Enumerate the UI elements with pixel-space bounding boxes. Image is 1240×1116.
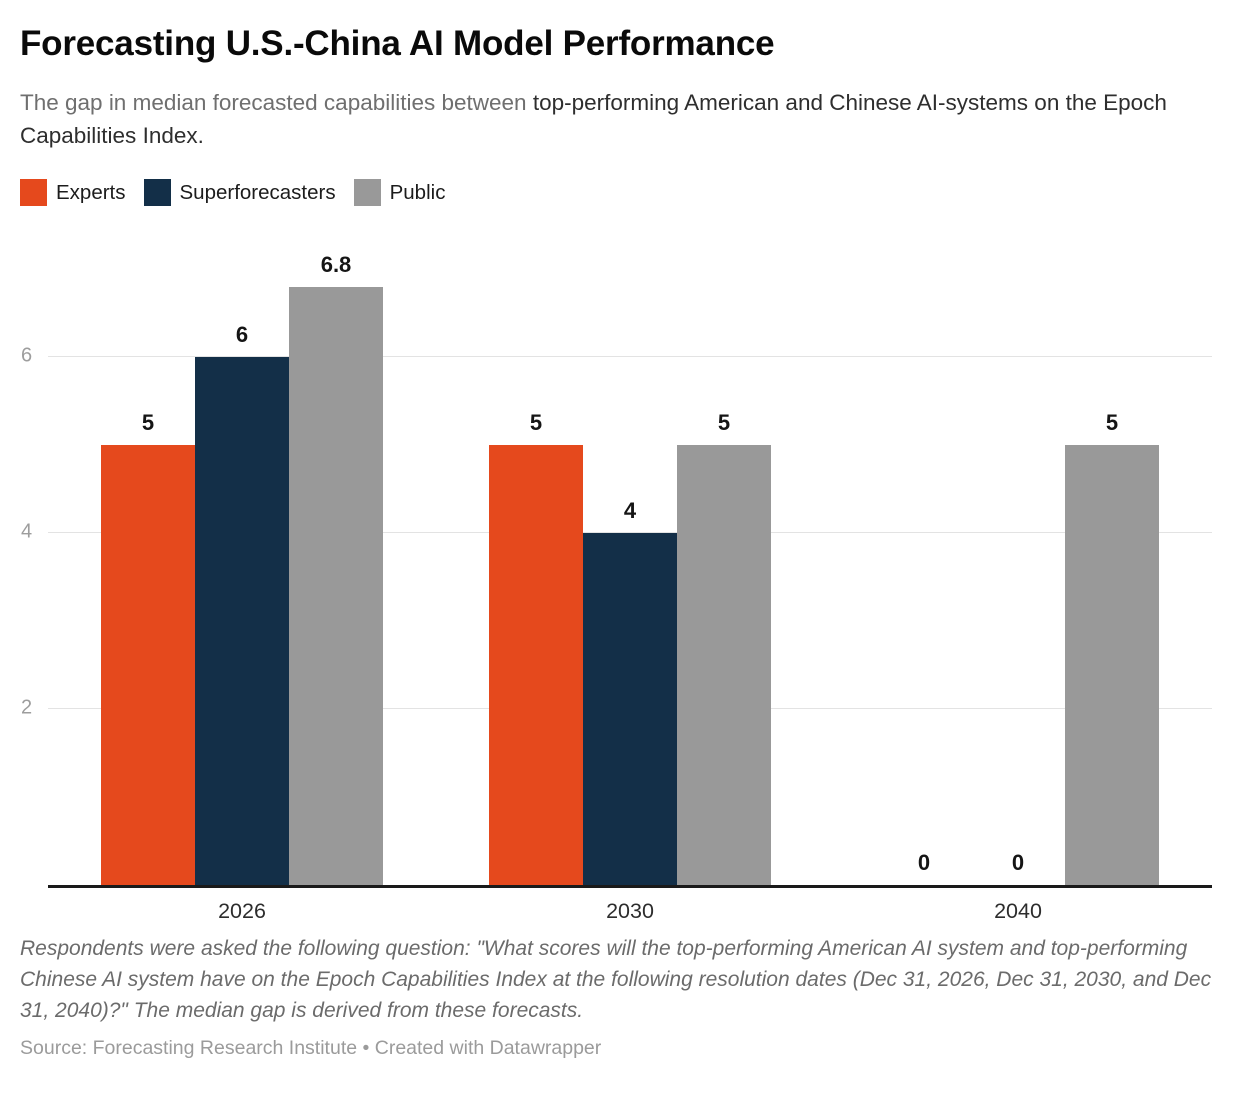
bar-value-label-superforecasters-2040: 0 bbox=[1011, 850, 1025, 876]
bar-public-2040 bbox=[1065, 445, 1159, 886]
legend-item-public: Public bbox=[353, 179, 446, 207]
legend-swatch-public bbox=[353, 179, 381, 207]
footnote: Respondents were asked the following que… bbox=[20, 937, 1212, 1023]
legend-label-superforecasters: Superforecasters bbox=[179, 180, 336, 204]
gridline-y-6: 6 bbox=[21, 345, 1212, 367]
bar-value-label-experts-2040: 0 bbox=[917, 850, 931, 876]
bar-public-2030 bbox=[677, 445, 771, 886]
bar-superforecasters-2026 bbox=[195, 357, 289, 886]
legend-item-superforecasters: Superforecasters bbox=[143, 179, 336, 207]
y-axis-tick-label: 4 bbox=[21, 520, 33, 543]
x-axis-label-2040: 2040 bbox=[994, 899, 1042, 924]
subtitle-emphasis-text: top-performing American and Chinese AI-s… bbox=[20, 90, 1167, 149]
bar-value-label-superforecasters-2026: 6 bbox=[235, 322, 249, 348]
legend-item-experts: Experts bbox=[20, 179, 126, 207]
bar-experts-2030 bbox=[489, 445, 583, 886]
bar-superforecasters-2030 bbox=[583, 533, 677, 886]
bar-experts-2026 bbox=[101, 445, 195, 886]
chart-area: 2 4 6 5 6 6.8 2026 5 4 5 2030 0 0 5 2040 bbox=[21, 246, 1212, 923]
bar-value-label-public-2026: 6.8 bbox=[320, 251, 352, 277]
bar-value-label-public-2040: 5 bbox=[1105, 410, 1119, 436]
legend-swatch-experts bbox=[20, 179, 47, 207]
chart-subtitle: The gap in median forecasted capabilitie… bbox=[20, 86, 1220, 152]
bar-value-label-experts-2026: 5 bbox=[141, 410, 155, 436]
plot-area: 2 4 6 5 6 6.8 2026 5 4 5 2030 0 0 5 2040 bbox=[21, 246, 1212, 923]
source-line: Source: Forecasting Research Institute •… bbox=[20, 1037, 602, 1060]
chart-title: Forecasting U.S.-China AI Model Performa… bbox=[20, 24, 775, 63]
bar-value-label-experts-2030: 5 bbox=[529, 410, 543, 436]
subtitle-normal-text: The gap in median forecasted capabilitie… bbox=[20, 90, 533, 116]
legend-swatch-superforecasters bbox=[143, 179, 171, 207]
y-axis-tick-label: 2 bbox=[21, 696, 33, 719]
gridline-y-4: 4 bbox=[21, 521, 1212, 543]
legend-label-experts: Experts bbox=[56, 180, 126, 204]
legend-label-public: Public bbox=[389, 180, 446, 204]
bar-value-label-public-2030: 5 bbox=[717, 410, 731, 436]
bar-value-label-superforecasters-2030: 4 bbox=[623, 498, 637, 524]
legend: Experts Superforecasters Public bbox=[20, 179, 1220, 207]
y-axis-tick-label: 6 bbox=[21, 344, 33, 367]
x-axis-label-2026: 2026 bbox=[218, 899, 266, 924]
x-axis-label-2030: 2030 bbox=[606, 899, 654, 924]
bar-public-2026 bbox=[289, 286, 383, 886]
x-axis-line bbox=[48, 885, 1212, 889]
